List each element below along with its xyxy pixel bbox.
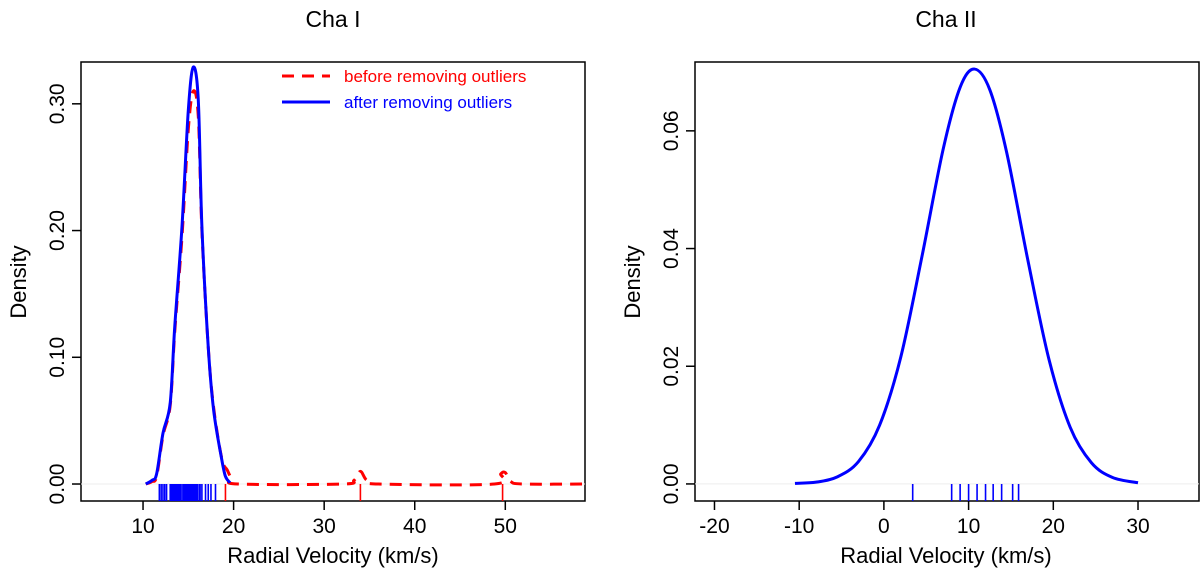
cha-i-panel: Cha I Radial Velocity (km/s) Density bef… [6, 6, 586, 568]
x-tick-label: 10 [131, 515, 154, 538]
y-tick-label: 0.06 [660, 110, 683, 151]
legend-before-label: before removing outliers [344, 67, 526, 86]
x-tick-label: -20 [699, 515, 729, 538]
y-tick-label: 0.02 [660, 346, 683, 387]
x-tick-label: 30 [312, 515, 335, 538]
cha-ii-title: Cha II [915, 6, 976, 32]
cha-i-x-label: Radial Velocity (km/s) [227, 543, 439, 568]
density-curve-after [144, 65, 232, 486]
y-tick-label: 0.10 [46, 337, 69, 378]
x-tick-label: 30 [1126, 515, 1149, 538]
x-tick-label: 50 [494, 515, 517, 538]
y-tick-label: 0.20 [46, 210, 69, 251]
cha-ii-x-label: Radial Velocity (km/s) [840, 543, 1052, 568]
y-tick-label: 0.04 [660, 228, 683, 269]
plot-frame [80, 61, 586, 502]
x-tick-label: 20 [222, 515, 245, 538]
density-curve-before [145, 89, 586, 487]
cha-ii-y-label: Density [620, 245, 645, 318]
plot-frame [694, 61, 1200, 502]
x-tick-label: -10 [784, 515, 814, 538]
legend-after-label: after removing outliers [344, 93, 512, 112]
cha-i-y-label: Density [6, 245, 31, 318]
x-tick-label: 40 [403, 515, 426, 538]
x-tick-label: 10 [957, 515, 980, 538]
y-tick-label: 0.00 [660, 463, 683, 504]
density-curve-after [794, 67, 1139, 485]
legend: before removing outliers after removing … [282, 67, 526, 112]
cha-i-title: Cha I [306, 6, 361, 32]
y-tick-label: 0.00 [46, 464, 69, 505]
x-tick-label: 20 [1042, 515, 1065, 538]
y-tick-label: 0.30 [46, 83, 69, 124]
x-tick-label: 0 [878, 515, 890, 538]
cha-ii-panel: Cha II Radial Velocity (km/s) Density -2… [620, 6, 1200, 568]
